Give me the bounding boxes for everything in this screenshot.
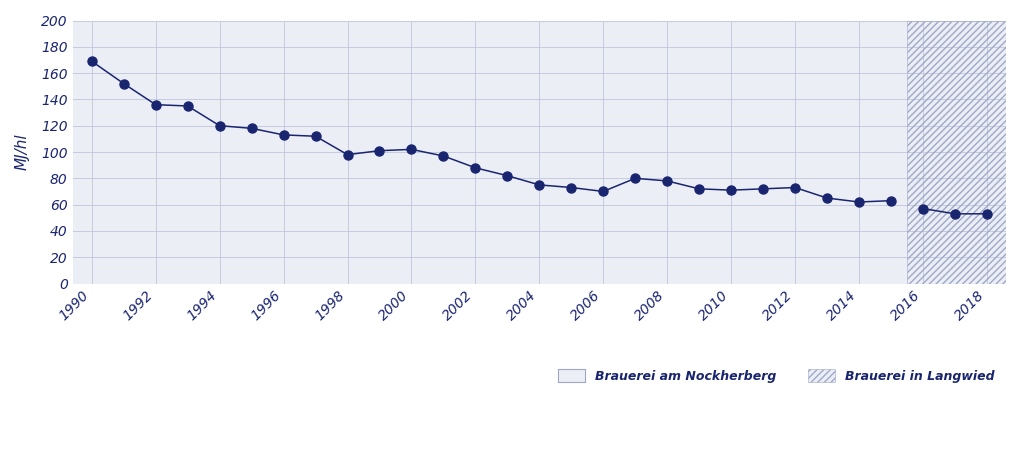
Bar xyxy=(907,20,1006,283)
Y-axis label: MJ/hl: MJ/hl xyxy=(15,134,30,170)
Legend: Brauerei am Nockherberg, Brauerei in Langwied: Brauerei am Nockherberg, Brauerei in Lan… xyxy=(552,364,1000,388)
Bar xyxy=(72,20,907,283)
Bar xyxy=(907,20,1006,283)
